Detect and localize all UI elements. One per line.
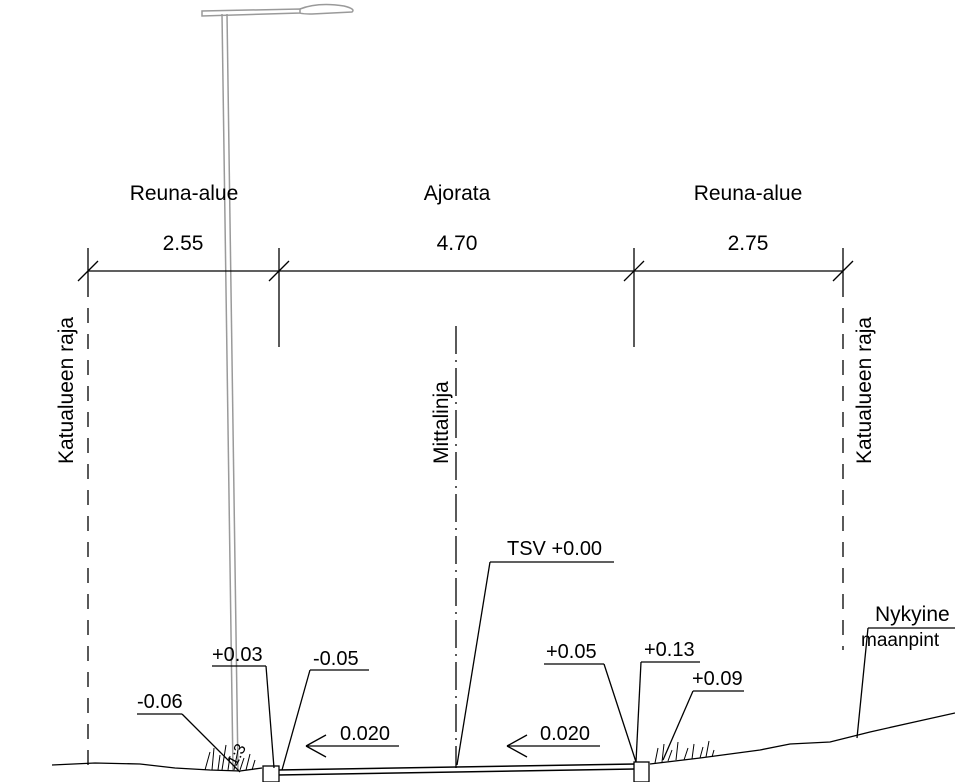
- elevation-leaders: [137, 661, 744, 773]
- left-edge-name: Reuna-alue: [130, 182, 239, 205]
- slope-right-value: 0.020: [540, 723, 590, 745]
- slope-left-value: 0.020: [340, 723, 390, 745]
- tsv-leader: [456, 561, 614, 766]
- street-light-icon: [201, 3, 354, 772]
- right-curb: [633, 761, 650, 782]
- elev-left-outer: -0.06: [137, 691, 183, 713]
- slope-arrow-left-icon: [305, 734, 399, 758]
- road-surface: [277, 763, 636, 776]
- slope-arrow-right-icon: [506, 734, 600, 758]
- existing-ground-line1: Nykyine: [875, 603, 950, 626]
- carriageway-name: Ajorata: [424, 182, 491, 205]
- existing-ground-line2: maanpint: [861, 630, 940, 651]
- elev-right-top: +0.13: [644, 639, 695, 661]
- elev-right-outer: +0.09: [692, 668, 743, 690]
- design-level-label: TSV +0.00: [507, 538, 602, 560]
- elev-left-curb: -0.05: [313, 648, 359, 670]
- carriageway-width: 4.70: [437, 232, 478, 255]
- elev-left-top: +0.03: [212, 644, 263, 666]
- dimension-line: [77, 248, 854, 347]
- left-boundary-label: Katualueen raja: [55, 317, 78, 464]
- right-edge-width: 2.75: [728, 232, 769, 255]
- centerline-label: Mittalinja: [430, 381, 453, 464]
- existing-ground-leader: [856, 627, 955, 739]
- grass-left-icon: [204, 744, 256, 771]
- grass-right-icon: [654, 740, 715, 764]
- right-boundary-label: Katualueen raja: [853, 317, 876, 464]
- ground-line: [51, 712, 955, 772]
- left-curb: [262, 765, 280, 782]
- elev-right-curb: +0.05: [546, 641, 597, 663]
- right-edge-name: Reuna-alue: [694, 182, 803, 205]
- left-edge-width: 2.55: [163, 232, 204, 255]
